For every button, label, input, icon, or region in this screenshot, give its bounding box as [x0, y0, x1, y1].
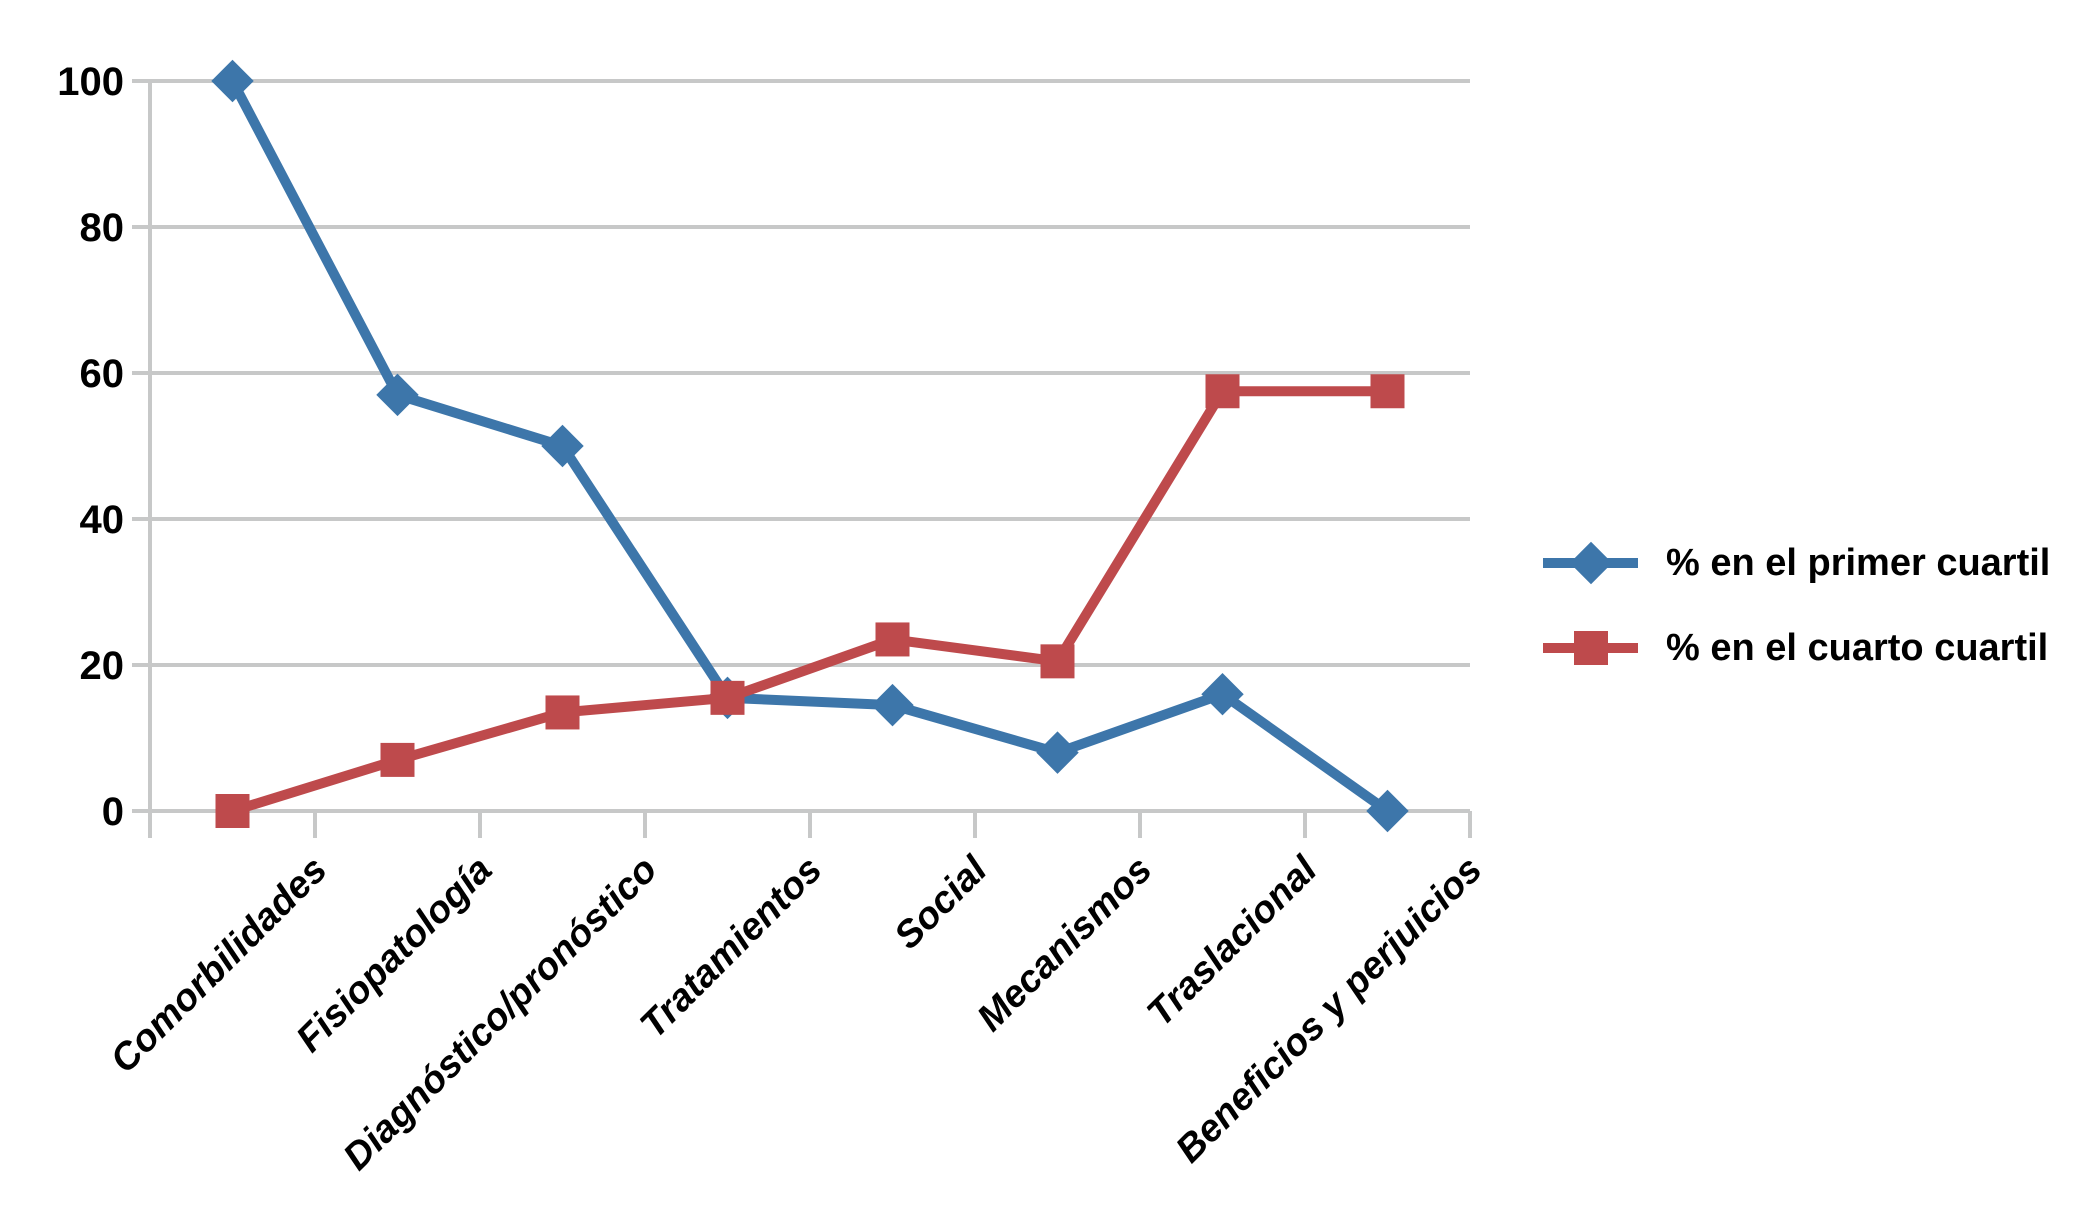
y-tick-label-100: 100	[57, 60, 124, 104]
data-point-diamond	[376, 373, 419, 417]
data-point-square	[545, 695, 580, 730]
legend-label-cuarto-cuartil: % en el cuarto cuartil	[1666, 627, 2049, 669]
data-point-square	[215, 794, 250, 828]
y-tick-label-20: 20	[80, 644, 125, 688]
x-category-label: Beneficios y perjuicios	[1168, 849, 1490, 1171]
data-point-diamond	[1366, 789, 1409, 833]
data-point-square	[380, 742, 415, 777]
data-point-diamond	[871, 683, 914, 727]
chart-legend: % en el primer cuartil % en el cuarto cu…	[1543, 536, 2050, 706]
legend-item-cuarto-cuartil: % en el cuarto cuartil	[1543, 621, 2050, 675]
y-tick-label-0: 0	[102, 790, 124, 834]
data-point-square	[710, 680, 745, 715]
series-line-0	[228, 78, 1391, 816]
x-category-label: Social	[887, 848, 997, 958]
data-point-square	[1205, 374, 1240, 409]
legend-diamond-swatch	[1543, 536, 1638, 590]
y-tick-label-80: 80	[80, 206, 125, 250]
x-category-label: Comorbilidades	[103, 849, 336, 1082]
data-point-diamond	[1036, 731, 1079, 774]
legend-label-primer-cuartil: % en el primer cuartil	[1666, 542, 2051, 584]
y-tick-label-60: 60	[80, 352, 125, 396]
y-tick-label-40: 40	[80, 498, 125, 542]
data-point-square	[1370, 374, 1405, 409]
legend-item-primer-cuartil: % en el primer cuartil	[1543, 536, 2050, 590]
data-point-diamond	[211, 59, 254, 103]
x-category-label: Diagnóstico/pronóstico	[336, 849, 666, 1179]
data-point-diamond	[1201, 672, 1244, 716]
diamond-marker-icon	[1569, 541, 1612, 585]
series-line-1	[231, 386, 1388, 816]
data-point-square	[875, 622, 910, 657]
legend-square-swatch	[1543, 621, 1638, 675]
x-category-label: Mecanismos	[969, 849, 1160, 1040]
square-marker-icon	[1573, 631, 1608, 665]
data-point-square	[1040, 644, 1075, 679]
x-category-label: Traslacional	[1139, 848, 1326, 1035]
